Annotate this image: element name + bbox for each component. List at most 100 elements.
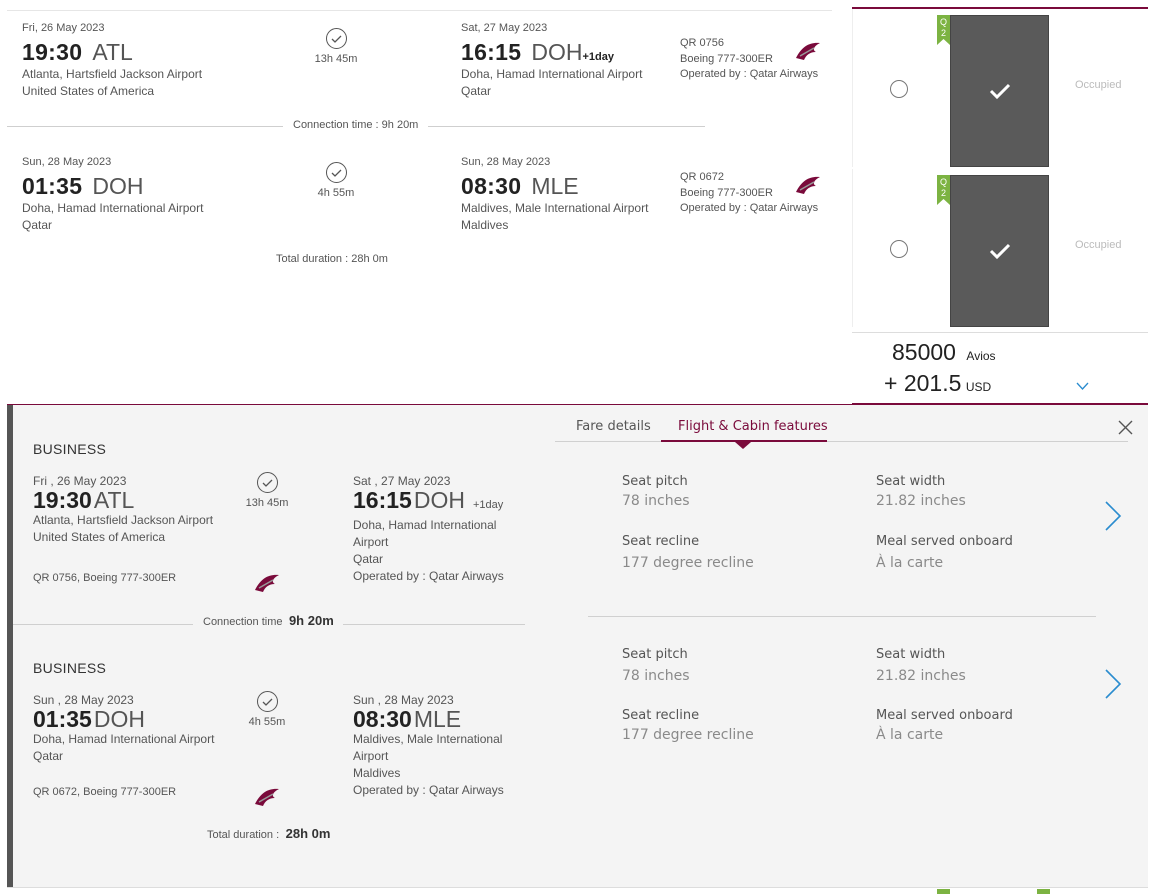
d1-arr-country: Qatar (353, 552, 384, 566)
feature-seat-width-2: Seat width 21.82 inches (876, 647, 966, 684)
feature-label: Seat pitch (622, 474, 688, 489)
detail-bottom-line (7, 887, 1148, 888)
d1-dep-country: United States of America (33, 530, 166, 544)
feature-label: Meal served onboard (876, 708, 1013, 723)
feature-value: 78 inches (622, 668, 690, 684)
d1-arr-time: 16:15 (353, 487, 412, 513)
next-seat-tag (937, 889, 950, 894)
seg1-arr-time: 16:15 (461, 39, 522, 65)
feature-label: Seat recline (622, 708, 700, 723)
clock-icon (257, 472, 278, 493)
feature-meal-2: Meal served onboard À la carte (876, 708, 1013, 743)
tab-fare-details[interactable]: Fare details (576, 419, 651, 434)
seg2-dep-time-row: 01:35 DOH (22, 173, 143, 200)
d2-dep-time: 01:35 (33, 706, 92, 732)
d2-arr-code: MLE (413, 706, 462, 732)
features-divider (588, 616, 1096, 617)
clock-icon (257, 691, 278, 712)
feature-label: Seat recline (622, 534, 700, 549)
seat-1[interactable] (950, 15, 1049, 167)
feature-value: À la carte (876, 555, 944, 571)
detail-top-border (7, 404, 852, 405)
feature-label: Meal served onboard (876, 534, 1013, 549)
feature-value: À la carte (876, 727, 944, 743)
active-tab-caret (735, 442, 751, 449)
close-icon[interactable] (1118, 420, 1133, 440)
feature-seat-recline-2: Seat recline 177 degree recline (622, 708, 754, 743)
d1-duration: 13h 45m (245, 497, 289, 509)
airline-logo-icon (253, 786, 281, 813)
seg2-flight-info: QR 0672 Boeing 777-300ER Operated by : Q… (680, 170, 818, 217)
tab-flight-cabin-features[interactable]: Flight & Cabin features (678, 419, 828, 434)
d1-operated: Operated by : Qatar Airways (353, 569, 504, 583)
seat-radio-1[interactable] (890, 80, 908, 98)
seg1-duration: 13h 45m (314, 53, 358, 65)
d1-arr-code: DOH (413, 487, 465, 513)
d-connection-line-right (343, 624, 525, 625)
d1-dep-airport: Atlanta, Hartsfield Jackson Airport (33, 513, 214, 527)
feature-value: 21.82 inches (876, 668, 966, 684)
next-seat-tag (1037, 889, 1050, 894)
seat-radio-2[interactable] (890, 240, 908, 258)
d1-arr-date: Sat , 27 May 2023 (353, 474, 451, 488)
airline-logo-icon (253, 572, 281, 599)
flight-detail-panel (7, 405, 1148, 887)
price-divider (852, 332, 1148, 333)
check-icon (989, 243, 1010, 259)
d1-dep-date: Fri , 26 May 2023 (33, 474, 127, 488)
d1-arr-airport-l2: Airport (353, 535, 389, 549)
seg2-dep-country: Qatar (22, 218, 53, 232)
d-connection: Connection time 9h 20m (203, 612, 334, 630)
d1-arr-time-row: 16:15DOH +1day (353, 487, 503, 514)
seg1-dep-code: ATL (92, 39, 133, 65)
seg2-dep-code: DOH (92, 173, 144, 199)
seg1-aircraft: Boeing 777-300ER (680, 52, 773, 65)
feature-value: 78 inches (622, 493, 690, 509)
d2-arr-airport-l1: Maldives, Male International (353, 732, 503, 746)
d2-arr-airport-l2: Airport (353, 749, 389, 763)
d-connection-label: Connection time (203, 616, 283, 628)
d-total-label: Total duration : (207, 829, 280, 841)
d2-arr-time-row: 08:30MLE (353, 706, 461, 733)
feature-label: Seat width (876, 647, 946, 662)
d1-plus-day: +1day (472, 499, 504, 511)
clock-icon (326, 162, 347, 183)
chevron-right-icon[interactable] (1104, 668, 1122, 705)
seg1-plus-day: +1day (582, 51, 614, 63)
chevron-right-icon[interactable] (1104, 500, 1122, 537)
seat-status-2: Occupied (1075, 239, 1122, 251)
d-connection-value: 9h 20m (288, 613, 334, 628)
cabin-class-1: BUSINESS (33, 441, 107, 457)
cash-amount: + 201.5 (884, 370, 962, 396)
total-duration: Total duration : 28h 0m (276, 253, 388, 265)
chevron-down-icon[interactable] (1076, 378, 1089, 396)
seg2-duration: 4h 55m (317, 187, 355, 199)
seg1-dep-time: 19:30 (22, 39, 83, 65)
feature-seat-pitch-1: Seat pitch 78 inches (622, 474, 690, 509)
avios-unit: Avios (966, 349, 996, 363)
seg2-aircraft: Boeing 777-300ER (680, 186, 773, 199)
d1-arr-airport-l1: Doha, Hamad International (353, 518, 497, 532)
d2-dep-time-row: 01:35DOH (33, 706, 145, 733)
seat-2[interactable] (950, 175, 1049, 327)
d2-dep-country: Qatar (33, 749, 64, 763)
seg1-dep-time-row: 19:30 ATL (22, 39, 133, 66)
seg1-arr-date: Sat, 27 May 2023 (461, 22, 548, 34)
d-total-value: 28h 0m (285, 826, 331, 841)
seg2-dep-date: Sun, 28 May 2023 (22, 156, 112, 168)
seg2-flight-no: QR 0672 (680, 171, 725, 183)
seg1-arr-country: Qatar (461, 84, 492, 98)
detail-left-bar (7, 405, 13, 887)
seg2-arr-country: Maldives (461, 218, 509, 232)
tabs-underline (555, 441, 1128, 442)
seg1-arr-airport: Doha, Hamad International Airport (461, 67, 643, 81)
feature-meal-1: Meal served onboard À la carte (876, 534, 1013, 571)
connection-time: Connection time : 9h 20m (293, 119, 419, 131)
feature-seat-pitch-2: Seat pitch 78 inches (622, 647, 690, 684)
d-connection-line-left (13, 624, 193, 625)
d2-arr-country: Maldives (353, 766, 401, 780)
seat-status-1: Occupied (1075, 79, 1122, 91)
